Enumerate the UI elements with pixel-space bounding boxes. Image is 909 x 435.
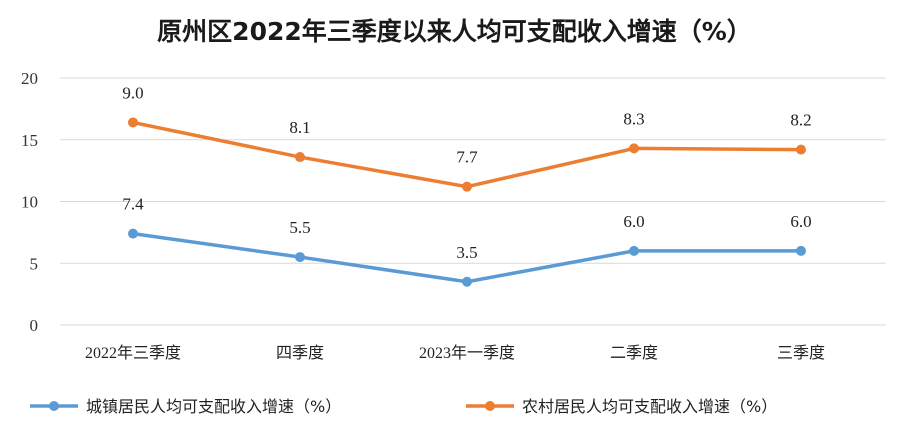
chart-title: 原州区2022年三季度以来人均可支配收入增速（%） [157,17,752,46]
data-point [462,276,472,287]
data-point [128,117,138,128]
data-point [128,228,138,239]
legend: 城镇居民人均可支配收入增速（%） 农村居民人均可支配收入增速（%） [30,397,777,416]
y-tick-label: 5 [30,254,39,273]
data-label: 9.0 [122,83,143,102]
y-axis-ticks: 0 5 10 15 20 [21,69,38,335]
gridlines [60,77,886,326]
x-tick-label: 四季度 [276,344,324,362]
data-labels: 7.4 5.5 3.5 6.0 6.0 9.0 8.1 7.7 8.3 8.2 [122,83,811,261]
x-tick-label: 三季度 [777,344,825,362]
data-point [796,245,806,256]
data-label: 5.5 [289,218,310,237]
x-tick-label: 2023年一季度 [419,344,515,362]
legend-label: 城镇居民人均可支配收入增速（%） [86,397,341,416]
data-point [295,252,305,263]
data-point [796,144,806,155]
data-label: 8.1 [289,118,310,137]
data-label: 6.0 [623,212,644,231]
legend-marker [485,401,495,411]
data-point [295,152,305,163]
y-tick-label: 15 [21,131,38,150]
y-tick-label: 20 [21,69,38,88]
legend-label: 农村居民人均可支配收入增速（%） [522,397,777,416]
series-lines [128,117,806,287]
data-point [629,245,639,256]
data-label: 8.3 [623,109,644,128]
data-label: 8.2 [790,111,811,130]
data-point [629,143,639,154]
data-label: 7.7 [456,148,478,167]
data-point [462,181,472,192]
legend-marker [49,401,59,411]
y-tick-label: 10 [21,193,38,212]
x-tick-label: 2022年三季度 [85,344,181,362]
data-label: 7.4 [122,195,144,214]
y-tick-label: 0 [30,316,39,335]
x-tick-label: 二季度 [610,344,658,362]
x-axis-categories: 2022年三季度 四季度 2023年一季度 二季度 三季度 [85,344,825,362]
data-label: 6.0 [790,212,811,231]
data-label: 3.5 [456,243,477,262]
